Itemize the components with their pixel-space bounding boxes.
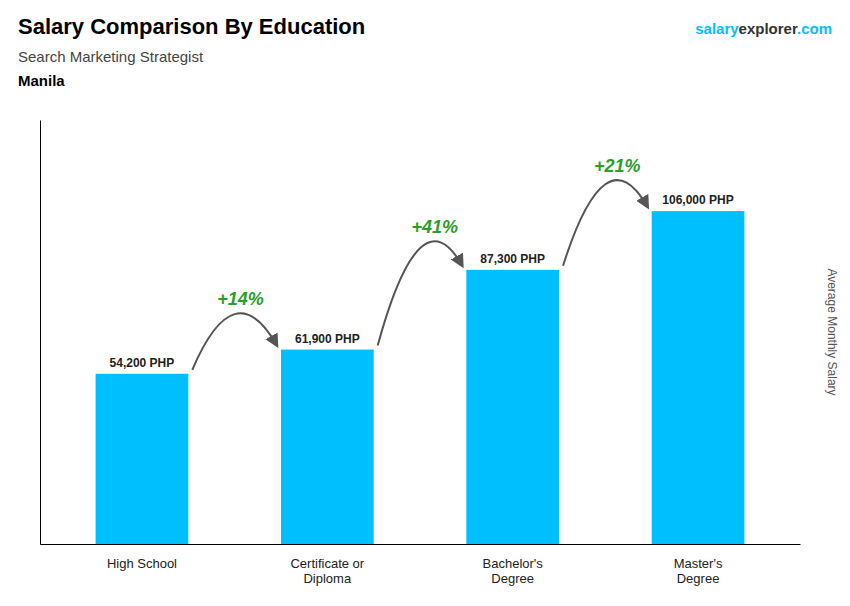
chart: Salary Comparison By Education Search Mar… (0, 0, 850, 606)
brand-part: explorer (739, 20, 798, 37)
x-tick-label: High School (107, 556, 177, 571)
value-label: 106,000 PHP (662, 193, 733, 207)
x-tick-label-line: Degree (677, 571, 720, 586)
change-label: +14% (217, 289, 264, 309)
x-tick-label-line: Diploma (303, 571, 351, 586)
x-tick-label: Bachelor'sDegree (483, 556, 544, 586)
x-tick-label-line: Degree (491, 571, 534, 586)
bar (96, 374, 189, 544)
x-tick: High School (107, 556, 177, 571)
change-label: +21% (594, 156, 641, 176)
annotations: +14% +41% +21% (192, 156, 647, 370)
brand: salaryexplorer.com (695, 20, 832, 37)
y-axis-line (40, 121, 41, 545)
y-axis-title: Average Monthly Salary (825, 268, 839, 395)
brand-part: .com (797, 20, 832, 37)
change-label: +41% (411, 217, 458, 237)
x-tick-label-line: Master's (674, 556, 723, 571)
x-tick: Certificate orDiploma (290, 556, 364, 586)
plot: High School Certificate orDiploma Bachelor… (41, 121, 801, 586)
bar (466, 270, 559, 544)
value-label: 54,200 PHP (110, 356, 175, 370)
x-tick: Master'sDegree (674, 556, 723, 586)
bars (96, 211, 745, 544)
value-label: 61,900 PHP (295, 332, 360, 346)
subtitle: Search Marketing Strategist (18, 48, 204, 65)
value-label: 87,300 PHP (480, 252, 545, 266)
x-tick-label: Master'sDegree (674, 556, 723, 586)
x-tick: Bachelor'sDegree (483, 556, 544, 586)
arrow (192, 313, 277, 369)
x-tick-label-line: Certificate or (290, 556, 364, 571)
y-axis (40, 121, 41, 545)
x-tick-label: Certificate orDiploma (290, 556, 364, 586)
value-labels: 54,200 PHP 61,900 PHP 87,300 PHP 106,000 PH… (110, 193, 734, 370)
x-tick-label-line: Bachelor's (483, 556, 544, 571)
arrow (563, 180, 648, 266)
x-tick-label-line: High School (107, 556, 177, 571)
x-axis-line (41, 544, 801, 545)
title: Salary Comparison By Education (18, 14, 365, 39)
x-axis: High School Certificate orDiploma Bachelor… (41, 545, 801, 586)
brand-part: salary (695, 20, 739, 37)
arrow (378, 241, 463, 345)
bar (281, 350, 374, 544)
city: Manila (18, 72, 65, 89)
bar (652, 211, 745, 544)
